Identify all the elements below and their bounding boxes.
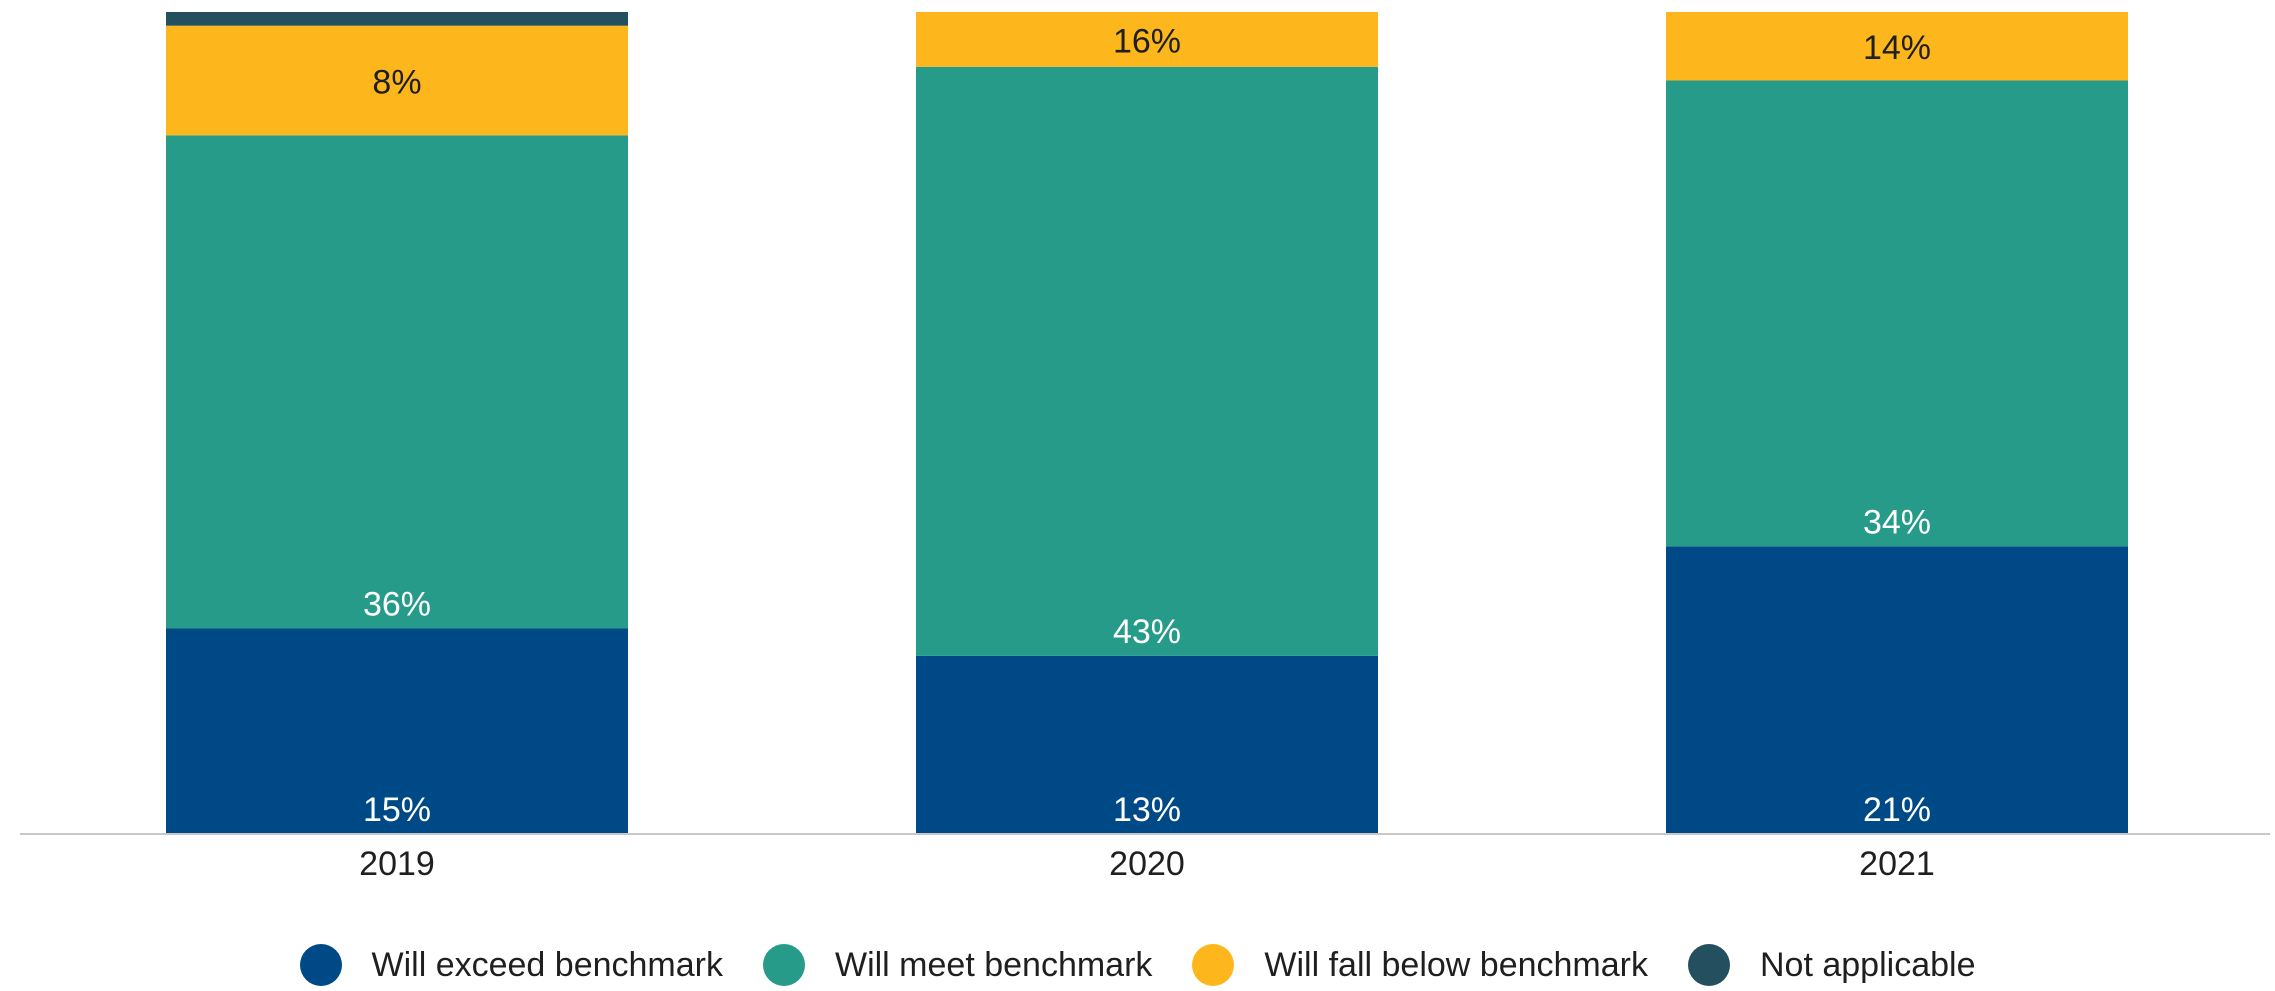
x-tick-label-2021: 2021 (1859, 845, 1935, 883)
x-tick-label-2019: 2019 (359, 845, 435, 883)
legend-swatch (1688, 944, 1730, 986)
bar-segment-2019-s1 (166, 135, 628, 629)
bar-segment-2019-s3 (166, 12, 628, 26)
bar-segment-2021-s0 (1666, 546, 2128, 834)
legend-swatch (299, 944, 342, 986)
legend-swatch (1192, 944, 1235, 986)
legend-label: Will meet benchmark (834, 945, 1153, 984)
legend-swatch (762, 944, 805, 986)
data-label-2019-s1: 36% (363, 585, 431, 623)
legend-item-1: Will meet benchmark (762, 944, 1153, 986)
legend-item-0: Will exceed benchmark (299, 944, 723, 986)
legend-label: Will fall below benchmark (1264, 945, 1648, 984)
x-tick-labels-group: 2019 2020 2021 (359, 845, 1935, 883)
data-label-2021-s1: 34% (1863, 503, 1931, 541)
x-tick-label-2020: 2020 (1109, 845, 1185, 883)
data-label-2021-s2: 14% (1863, 29, 1931, 67)
data-label-2020-s2: 16% (1113, 22, 1181, 60)
legend-item-2: Will fall below benchmark (1192, 944, 1648, 986)
data-label-2021-s0: 21% (1863, 791, 1931, 829)
legend-label: Not applicable (1760, 945, 1976, 984)
data-label-2019-s0: 15% (363, 791, 431, 829)
bars-group (166, 12, 2128, 834)
bar-segment-2019-s2 (166, 25, 628, 136)
data-label-2020-s1: 43% (1113, 613, 1181, 651)
bar-segment-2020-s0 (916, 655, 1378, 834)
bar-segment-2020-s1 (916, 66, 1378, 656)
legend-label: Will exceed benchmark (371, 945, 723, 984)
bar-segment-2021-s2 (1666, 12, 2128, 81)
data-label-2020-s0: 13% (1113, 791, 1181, 829)
bar-segment-2021-s1 (1666, 80, 2128, 547)
data-label-2019-s2: 8% (372, 63, 421, 101)
legend: Will exceed benchmark Will meet benchmark… (0, 940, 2275, 990)
segment-labels-group: 15% 36% 8% 13% 43% 16% 21% 34% 14% (363, 22, 1931, 829)
bar-segment-2020-s2 (916, 12, 1378, 67)
bar-segment-2019-s0 (166, 628, 628, 834)
legend-item-3: Not applicable (1688, 944, 1975, 986)
